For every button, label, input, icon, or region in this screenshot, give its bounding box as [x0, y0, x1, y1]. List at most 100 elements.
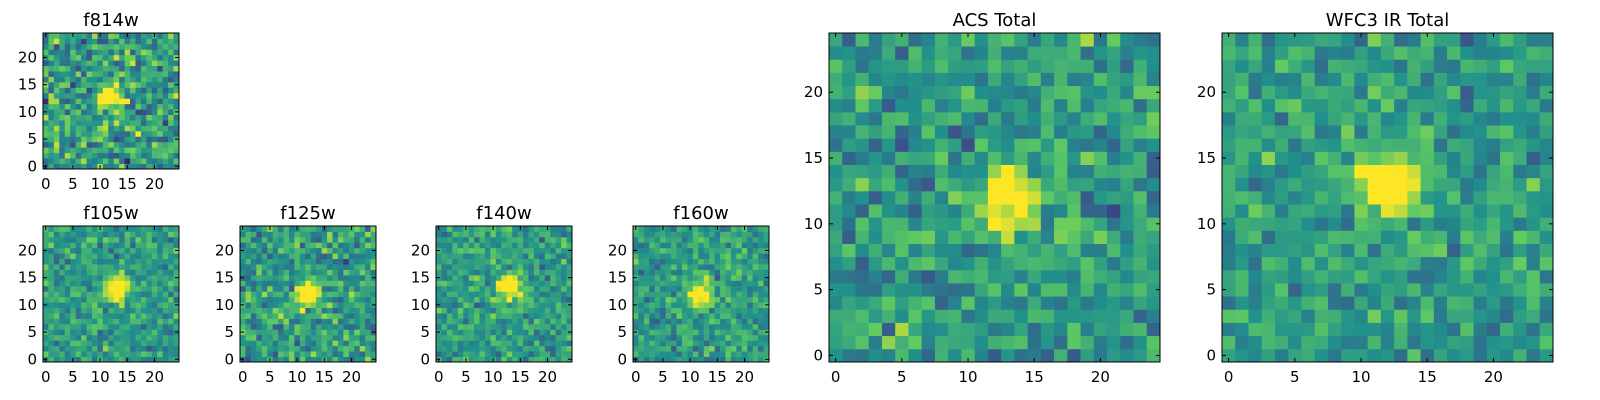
heatmap-cell — [555, 242, 562, 249]
heatmap-cell — [124, 285, 131, 292]
heatmap-cell — [119, 313, 125, 319]
heatmap-cell — [316, 340, 322, 347]
heatmap-cell — [654, 226, 661, 232]
heatmap-cell — [359, 307, 366, 314]
heatmap-cell — [151, 103, 158, 110]
heatmap-cell — [283, 247, 290, 254]
heatmap-cell — [539, 269, 546, 276]
heatmap-cell — [299, 334, 306, 341]
heatmap-cell — [365, 264, 371, 270]
heatmap-cell — [1054, 164, 1068, 179]
heatmap-cell — [539, 334, 546, 341]
heatmap-cell — [703, 329, 710, 336]
heatmap-cell — [146, 269, 153, 276]
heatmap-cell — [86, 60, 93, 67]
heatmap-cell — [643, 274, 650, 281]
heatmap-cell — [119, 242, 125, 249]
heatmap-cell — [168, 38, 174, 45]
heatmap-cell — [533, 274, 540, 281]
heatmap-cell — [484, 313, 491, 319]
heatmap-cell — [1080, 59, 1095, 73]
heatmap-cell — [1080, 348, 1095, 363]
heatmap-cell — [59, 318, 66, 325]
heatmap-cell — [457, 340, 464, 347]
heatmap-cell — [468, 356, 475, 363]
heatmap-cell — [665, 356, 672, 363]
heatmap-cell — [714, 236, 721, 243]
heatmap-cell — [1014, 111, 1028, 126]
heatmap-cell — [75, 98, 82, 105]
heatmap-cell — [974, 335, 989, 350]
axes-frame — [42, 32, 180, 170]
heatmap-cell — [692, 226, 699, 232]
heatmap-cell — [643, 236, 650, 243]
heatmap-cell — [895, 230, 909, 244]
heatmap-cell — [1486, 33, 1501, 47]
heatmap-cell — [157, 65, 164, 72]
heatmap-cell — [1261, 138, 1276, 152]
heatmap-cell — [316, 313, 322, 319]
heatmap-cell — [102, 356, 109, 363]
heatmap-cell — [316, 356, 322, 363]
heatmap-cell — [1447, 322, 1461, 337]
heatmap-cell — [921, 348, 936, 363]
heatmap-cell — [140, 38, 147, 45]
heatmap-cell — [97, 120, 104, 126]
heatmap-cell — [1327, 217, 1342, 231]
heatmap-cell — [457, 242, 464, 249]
heatmap-cell — [75, 120, 82, 126]
heatmap-cell — [1500, 243, 1514, 258]
heatmap-cell — [48, 81, 55, 88]
heatmap-cell — [1288, 33, 1302, 47]
heatmap-cell — [102, 329, 109, 336]
heatmap-cell — [1274, 296, 1289, 310]
heatmap-cell — [1500, 296, 1514, 310]
heatmap-cell — [162, 264, 169, 270]
heatmap-cell — [113, 269, 120, 276]
heatmap-cell — [151, 109, 158, 115]
heatmap-cell — [173, 323, 180, 330]
heatmap-cell — [752, 264, 759, 270]
heatmap-cell — [908, 204, 923, 218]
heatmap-cell — [533, 264, 540, 270]
y-tick-label: 10 — [18, 296, 37, 314]
heatmap-cell — [741, 318, 748, 325]
heatmap-cell — [146, 87, 153, 94]
heatmap-cell — [468, 351, 475, 357]
y-tick-label: 0 — [27, 350, 37, 368]
heatmap-cell — [288, 269, 295, 276]
heatmap-cell — [921, 269, 936, 284]
heatmap-cell — [1054, 98, 1068, 113]
heatmap-cell — [283, 323, 290, 330]
heatmap-cell — [108, 60, 115, 67]
heatmap-cell — [119, 318, 125, 325]
heatmap-cell — [70, 318, 77, 325]
heatmap-cell — [168, 334, 174, 341]
heatmap-cell — [1054, 138, 1068, 152]
heatmap-cell — [1001, 59, 1015, 73]
heatmap-cell — [151, 253, 158, 260]
heatmap-cell — [698, 307, 705, 314]
heatmap-cell — [348, 258, 355, 265]
heatmap-cell — [1040, 230, 1055, 244]
heatmap-cell — [474, 247, 480, 254]
heatmap-cell — [332, 236, 339, 243]
heatmap-cell — [638, 231, 645, 238]
heatmap-cell — [288, 226, 295, 232]
heatmap-cell — [135, 334, 142, 341]
heatmap-cell — [299, 302, 306, 308]
heatmap-cell — [332, 296, 339, 303]
heatmap-cell — [539, 285, 546, 292]
heatmap-cell — [108, 136, 115, 143]
heatmap-cell — [1367, 190, 1382, 205]
heatmap-cell — [1001, 46, 1015, 60]
heatmap-cell — [709, 258, 715, 265]
heatmap-cell — [566, 323, 573, 330]
heatmap-cell — [321, 296, 328, 303]
heatmap-cell — [1500, 348, 1514, 363]
heatmap-cell — [1473, 125, 1488, 139]
heatmap-cell — [1107, 125, 1121, 139]
heatmap-cell — [130, 318, 136, 325]
heatmap-cell — [168, 318, 174, 325]
